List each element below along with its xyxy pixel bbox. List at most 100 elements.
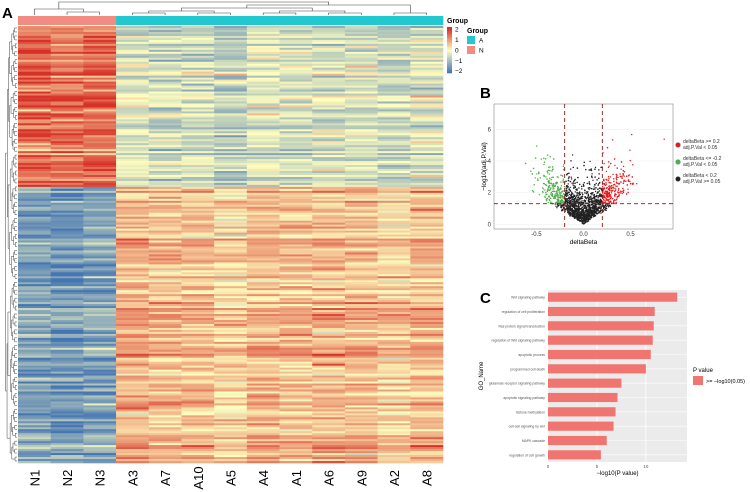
heatmap-cell (181, 292, 215, 295)
volcano-point (570, 176, 572, 178)
heatmap-cell (116, 312, 150, 315)
heatmap-cell (344, 449, 378, 452)
heatmap-cell (50, 395, 84, 398)
heatmap-cell (279, 294, 313, 297)
heatmap-cell (50, 97, 84, 100)
heatmap-cell (148, 149, 182, 152)
heatmap-cell (148, 63, 182, 67)
heatmap-cell (279, 133, 313, 136)
heatmap-cell (312, 371, 346, 374)
heatmap-cell (312, 167, 346, 170)
heatmap-cell (377, 167, 411, 170)
heatmap-cell (377, 329, 411, 333)
group-bar-cell-A3 (116, 16, 150, 25)
heatmap-cell (312, 87, 346, 90)
heatmap-cell (83, 163, 117, 166)
heatmap-cell (246, 439, 280, 442)
heatmap-cell (83, 115, 117, 118)
heatmap-cell (344, 129, 378, 132)
heatmap-cell (148, 375, 182, 378)
heatmap-cell (344, 383, 378, 386)
heatmap-cell (410, 57, 444, 61)
heatmap-cell (148, 316, 182, 319)
heatmap-cell (410, 125, 444, 128)
heatmap-cell (181, 109, 215, 112)
heatmap-cell (181, 31, 215, 35)
heatmap-cell (116, 99, 150, 102)
heatmap-cell (246, 131, 280, 134)
heatmap-cell (148, 145, 182, 148)
heatmap-cell (246, 264, 280, 267)
heatmap-cell (116, 101, 150, 104)
volcano-point (549, 156, 551, 158)
heatmap-cell (410, 288, 444, 291)
heatmap-cell (214, 421, 248, 424)
volcano-point (544, 184, 547, 186)
heatmap-cell (214, 53, 248, 57)
heatmap-cell (279, 240, 313, 243)
heatmap-cell (18, 304, 51, 307)
heatmap-cell (116, 262, 150, 265)
heatmap-cell (410, 403, 444, 406)
volcano-point (546, 178, 548, 180)
heatmap-cell (312, 67, 346, 70)
heatmap-cell (214, 310, 248, 313)
color-scale-step (447, 45, 452, 47)
heatmap-cell (410, 228, 444, 231)
heatmap-cell (148, 290, 182, 293)
heatmap-cell (410, 89, 444, 92)
heatmap-cell (83, 304, 117, 307)
heatmap-cell (18, 405, 51, 408)
heatmap-cell (116, 53, 150, 57)
heatmap-cell (214, 383, 248, 386)
heatmap-cell (246, 393, 280, 396)
heatmap-cell (410, 341, 444, 345)
volcano-point (629, 149, 631, 151)
heatmap-cell (279, 260, 313, 263)
heatmap-cell (377, 439, 411, 442)
heatmap-cell (377, 280, 411, 283)
heatmap-cell (246, 282, 280, 285)
heatmap-cell (377, 178, 411, 182)
heatmap-cell (312, 165, 346, 168)
heatmap-cell (83, 282, 117, 285)
heatmap-cell (181, 186, 215, 190)
heatmap-cell (312, 391, 346, 394)
heatmap-cell (18, 79, 51, 82)
heatmap-cell (279, 65, 313, 69)
heatmap-cell (377, 411, 411, 414)
heatmap-cell (181, 345, 215, 349)
heatmap-cell (50, 321, 84, 325)
volcano-point (538, 194, 541, 196)
heatmap-cell (181, 284, 215, 287)
heatmap-cell (410, 220, 444, 223)
heatmap-cell (116, 188, 150, 192)
heatmap-cell (116, 300, 150, 303)
heatmap-cell (344, 167, 378, 170)
heatmap-cell (312, 403, 346, 406)
heatmap-cell (279, 35, 313, 39)
heatmap-cell (410, 113, 444, 116)
heatmap-cell (344, 306, 378, 309)
heatmap-cell (214, 270, 248, 273)
heatmap-cell (148, 35, 182, 39)
heatmap-cell (246, 81, 280, 84)
heatmap-cell (50, 351, 84, 355)
heatmap-cell (246, 93, 280, 96)
dendrogram-link (14, 131, 17, 136)
heatmap-cell (344, 266, 378, 269)
heatmap-cell (148, 182, 182, 186)
heatmap-cell (312, 208, 346, 212)
heatmap-cell (344, 375, 378, 378)
heatmap-cell (312, 220, 346, 223)
heatmap-cell (116, 115, 150, 118)
heatmap-cell (377, 87, 411, 90)
heatmap-cell (181, 405, 215, 408)
heatmap-cell (181, 310, 215, 313)
heatmap-cell (410, 405, 444, 408)
heatmap-cell (279, 87, 313, 90)
heatmap-cell (181, 260, 215, 263)
heatmap-cell (18, 397, 51, 400)
volcano-point (550, 191, 552, 194)
heatmap-cell (181, 266, 215, 269)
